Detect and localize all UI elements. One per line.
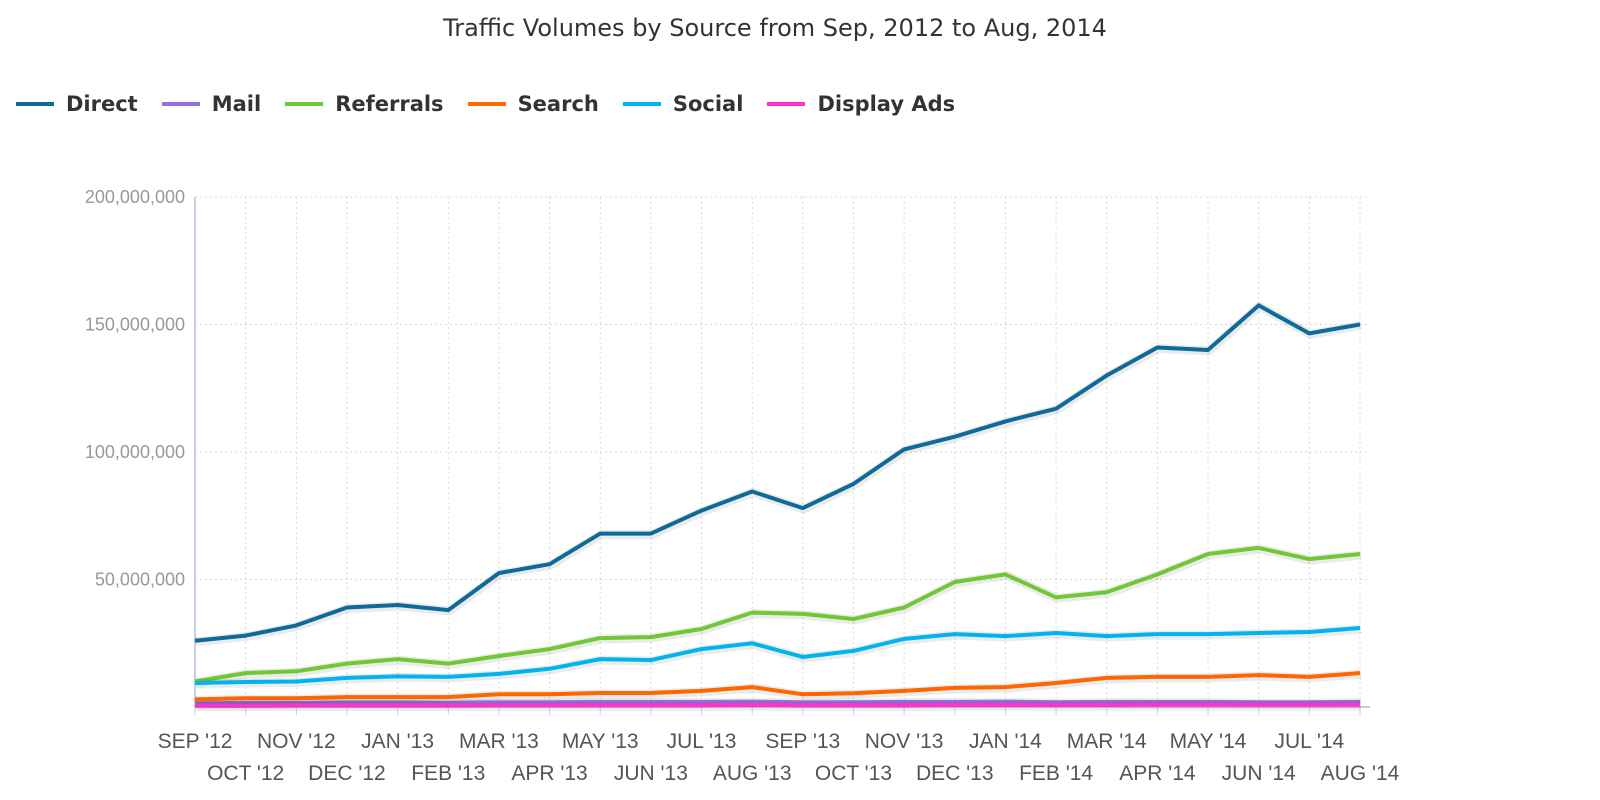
legend-item-referrals[interactable]: Referrals — [285, 92, 444, 116]
legend-swatch — [16, 102, 54, 106]
legend: Direct Mail Referrals Search Social Display A… — [16, 92, 979, 116]
series-line-display-ads — [195, 702, 1360, 708]
legend-swatch — [467, 102, 506, 106]
x-tick-label: JUL '13 — [667, 730, 737, 753]
legend-item-direct[interactable]: Direct — [16, 92, 138, 116]
x-tick-label: DEC '13 — [916, 762, 994, 785]
x-tick-label: NOV '13 — [865, 730, 944, 753]
legend-label: Direct — [66, 92, 138, 116]
x-tick-label: DEC '12 — [308, 762, 386, 785]
series-shadow-direct — [195, 301, 1362, 647]
x-tick-label: AUG '13 — [713, 762, 792, 785]
x-tick-label: APR '14 — [1119, 762, 1196, 785]
x-tick-label: MAY '13 — [562, 730, 639, 753]
y-tick-label: 100,000,000 — [85, 442, 185, 462]
legend-swatch — [161, 102, 200, 106]
x-tick-label: JUN '14 — [1222, 762, 1296, 785]
legend-label: Referrals — [335, 92, 444, 116]
series-line-mail — [194, 699, 1361, 706]
series-line-search — [194, 671, 1361, 702]
legend-item-mail[interactable]: Mail — [161, 92, 262, 116]
legend-label: Search — [517, 92, 599, 116]
legend-label: Mail — [211, 92, 262, 116]
x-tick-label: OCT '13 — [815, 762, 892, 785]
legend-swatch — [622, 102, 661, 106]
x-tick-label: FEB '13 — [411, 762, 485, 785]
x-tick-label: FEB '14 — [1019, 762, 1093, 785]
x-tick-label: MAR '14 — [1067, 730, 1147, 753]
x-tick-label: NOV '12 — [257, 730, 336, 753]
legend-label: Social — [672, 92, 744, 116]
x-tick-label: AUG '14 — [1321, 762, 1400, 785]
y-tick-label: 50,000,000 — [95, 570, 185, 590]
x-tick-label: SEP '13 — [765, 730, 840, 753]
legend-item-display-ads[interactable]: Display Ads — [767, 92, 955, 116]
x-tick-label: APR '13 — [511, 762, 587, 785]
series-line-direct — [194, 303, 1361, 643]
x-tick-label: JAN '14 — [969, 730, 1042, 753]
x-tick-label: JUN '13 — [614, 762, 688, 785]
y-tick-label: 150,000,000 — [85, 315, 185, 335]
y-tick-label: 200,000,000 — [85, 187, 185, 207]
x-tick-label: SEP '12 — [158, 730, 233, 753]
legend-swatch — [767, 102, 806, 106]
x-tick-label: MAY '14 — [1170, 730, 1247, 753]
legend-item-social[interactable]: Social — [622, 92, 744, 116]
x-tick-label: JUL '14 — [1274, 730, 1344, 753]
series-line-referrals — [194, 545, 1361, 684]
legend-swatch — [285, 102, 324, 106]
legend-item-search[interactable]: Search — [467, 92, 599, 116]
series-line-social — [194, 626, 1361, 685]
chart-title: Traffic Volumes by Source from Sep, 2012… — [443, 14, 1107, 42]
x-tick-label: OCT '12 — [207, 762, 284, 785]
x-tick-label: JAN '13 — [361, 730, 434, 753]
legend-label: Display Ads — [817, 92, 956, 116]
x-tick-label: MAR '13 — [459, 730, 539, 753]
